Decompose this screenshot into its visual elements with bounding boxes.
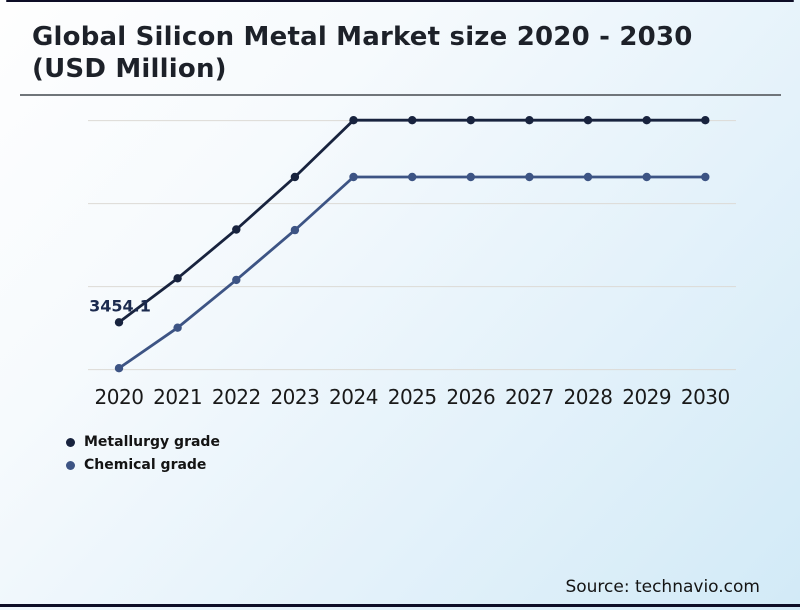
chart-title: Global Silicon Metal Market size 2020 - … bbox=[32, 22, 693, 84]
x-axis-label: 2025 bbox=[388, 385, 437, 409]
data-point-metallurgy-grade bbox=[466, 116, 475, 125]
data-point-chemical-grade bbox=[408, 172, 417, 182]
source-attribution: Source: technavio.com bbox=[565, 577, 760, 597]
x-axis-label: 2021 bbox=[153, 385, 202, 409]
x-axis-label: 2020 bbox=[95, 385, 144, 409]
data-point-chemical-grade bbox=[173, 323, 182, 332]
x-axis-label: 2022 bbox=[212, 385, 261, 409]
x-axis-label: 2029 bbox=[622, 385, 671, 409]
data-point-metallurgy-grade bbox=[642, 116, 651, 125]
line-chart: 3454.1 2020 2021 2022 2023 2024 2025 2026 2027 20… bbox=[88, 116, 736, 409]
data-point-metallurgy-grade bbox=[583, 116, 593, 125]
data-point-chemical-grade bbox=[114, 364, 124, 373]
legend-item-label: Chemical grade bbox=[84, 457, 207, 473]
card-top-border bbox=[6, 0, 794, 2]
series-line-metallurgy-grade bbox=[118, 118, 706, 324]
data-point-metallurgy-grade bbox=[701, 116, 710, 125]
data-point-chemical-grade bbox=[232, 275, 241, 285]
data-point-metallurgy-grade bbox=[349, 116, 358, 125]
legend-item-chemical-grade: Chemical grade bbox=[66, 457, 220, 473]
legend-item-metallurgy-grade: Metallurgy grade bbox=[66, 434, 220, 450]
legend-item-label: Metallurgy grade bbox=[84, 434, 220, 450]
data-point-chemical-grade bbox=[466, 172, 475, 182]
data-point-metallurgy-grade bbox=[114, 318, 124, 327]
data-point-chemical-grade bbox=[642, 172, 651, 182]
data-point-chemical-grade bbox=[290, 225, 300, 235]
card-bottom-border bbox=[0, 604, 800, 607]
data-point-metallurgy-grade bbox=[173, 274, 182, 283]
data-point-metallurgy-grade bbox=[525, 116, 534, 125]
x-axis-label: 2028 bbox=[564, 385, 613, 409]
title-separator bbox=[20, 94, 781, 96]
legend-dot-icon bbox=[66, 437, 75, 447]
legend-dot-icon bbox=[66, 460, 75, 470]
x-axis-label: 2030 bbox=[681, 385, 730, 409]
data-point-chemical-grade bbox=[583, 172, 593, 182]
data-point-metallurgy-grade bbox=[232, 225, 241, 234]
data-point-metallurgy-grade bbox=[408, 116, 417, 125]
chart-legend: Metallurgy grade Chemical grade bbox=[66, 434, 220, 480]
data-point-chemical-grade bbox=[701, 172, 710, 182]
data-point-chemical-grade bbox=[349, 172, 358, 182]
data-point-chemical-grade bbox=[525, 172, 534, 182]
point-value-label: 3454.1 bbox=[89, 296, 151, 315]
x-axis-label: 2026 bbox=[446, 385, 495, 409]
x-axis-label: 2027 bbox=[505, 385, 554, 409]
series-line-chemical-grade bbox=[118, 175, 706, 370]
x-axis-label: 2024 bbox=[329, 385, 378, 409]
x-axis-label: 2023 bbox=[270, 385, 319, 409]
data-point-metallurgy-grade bbox=[290, 172, 300, 182]
